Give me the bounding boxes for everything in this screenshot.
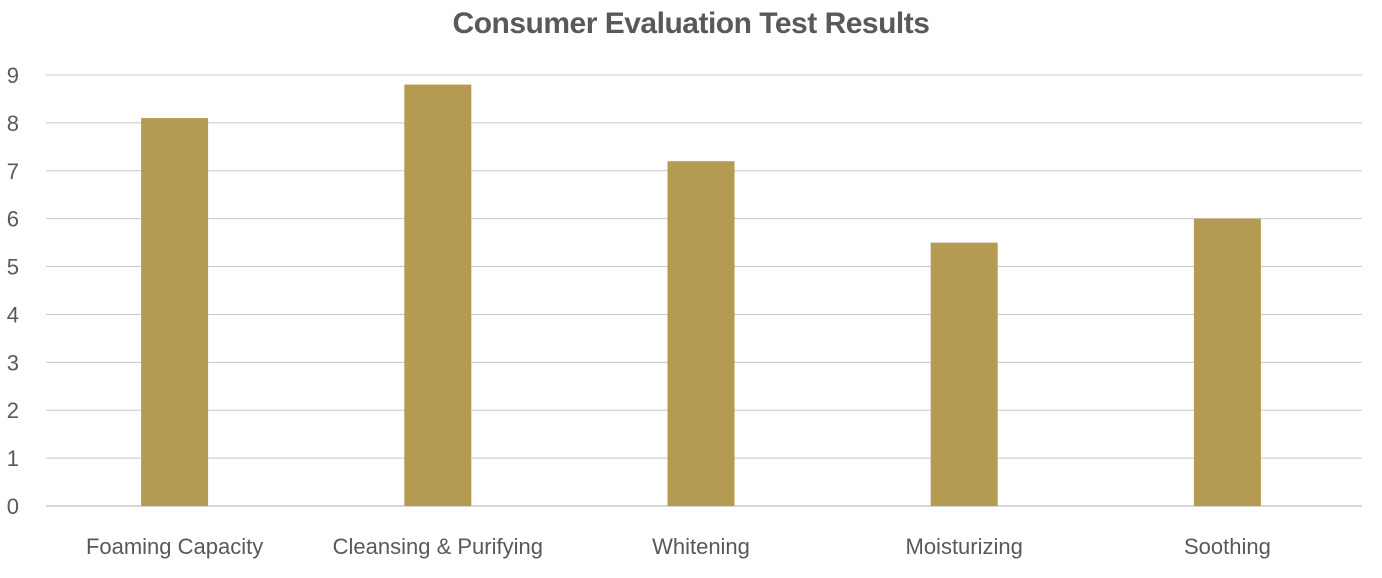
bar-foaming-capacity	[141, 118, 209, 506]
x-category-label: Soothing	[1184, 534, 1271, 559]
y-tick-label: 3	[7, 350, 19, 375]
bar-moisturizing	[930, 242, 998, 506]
y-tick-label: 5	[7, 255, 19, 280]
y-tick-label: 8	[7, 111, 19, 136]
y-axis-ticks: 0 1 2 3 4 5 6 7 8 9	[7, 63, 19, 519]
bars-layer	[141, 84, 1261, 507]
bar-soothing	[1193, 218, 1261, 506]
x-category-label: Whitening	[652, 534, 750, 559]
y-tick-label: 2	[7, 398, 19, 423]
x-category-label: Moisturizing	[906, 534, 1023, 559]
bar-whitening	[667, 161, 735, 506]
y-tick-label: 6	[7, 207, 19, 232]
x-category-label: Cleansing & Purifying	[333, 534, 543, 559]
chart-title: Consumer Evaluation Test Results	[452, 7, 930, 40]
y-tick-label: 7	[7, 159, 19, 184]
bar-cleansing-purifying	[404, 84, 472, 507]
y-tick-label: 4	[7, 302, 19, 327]
x-category-label: Foaming Capacity	[86, 534, 263, 559]
y-tick-label: 9	[7, 63, 19, 88]
y-tick-label: 0	[7, 494, 19, 519]
y-tick-label: 1	[7, 446, 19, 471]
x-axis-labels: Foaming Capacity Cleansing & Purifying Whi…	[86, 534, 1271, 559]
